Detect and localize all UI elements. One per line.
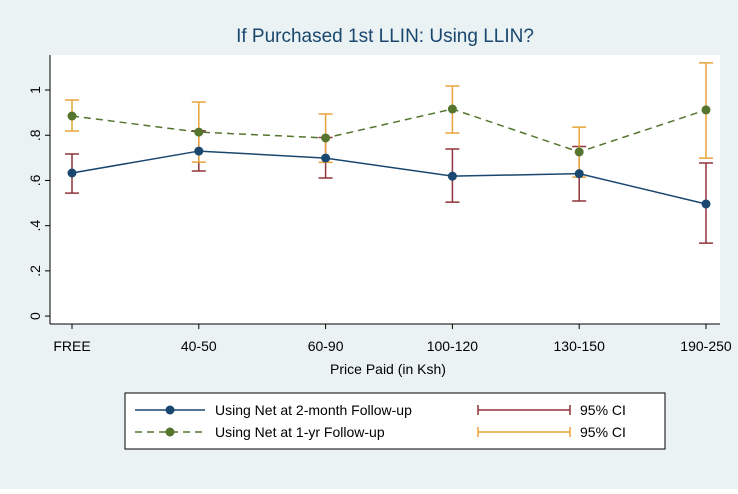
data-point bbox=[447, 104, 457, 114]
data-point bbox=[574, 169, 584, 179]
legend bbox=[124, 392, 666, 450]
legend-label: 95% CI bbox=[580, 424, 626, 440]
data-point bbox=[701, 199, 711, 209]
legend-marker bbox=[165, 405, 175, 415]
series-line bbox=[71, 108, 707, 153]
y-tick-label: 0 bbox=[27, 312, 43, 320]
x-axis-label: Price Paid (in Ksh) bbox=[330, 361, 446, 377]
x-tick-label: 130-150 bbox=[554, 338, 606, 354]
x-tick-label: 100-120 bbox=[427, 338, 479, 354]
data-point bbox=[321, 133, 331, 143]
data-point bbox=[701, 105, 711, 115]
data-point bbox=[574, 147, 584, 157]
x-tick-label: 40-50 bbox=[181, 338, 217, 354]
legend-label: Using Net at 2-month Follow-up bbox=[215, 402, 412, 418]
x-tick-label: FREE bbox=[53, 338, 90, 354]
y-tick-label: .2 bbox=[27, 265, 43, 277]
legend-ci bbox=[477, 427, 571, 437]
data-point bbox=[321, 153, 331, 163]
y-tick-label: 1 bbox=[27, 86, 43, 94]
chart-title: If Purchased 1st LLIN: Using LLIN? bbox=[236, 26, 534, 47]
plot-region bbox=[50, 55, 720, 324]
legend-label: 95% CI bbox=[580, 402, 626, 418]
data-point bbox=[67, 168, 77, 178]
data-point bbox=[447, 171, 457, 181]
data-point bbox=[67, 111, 77, 121]
data-point bbox=[194, 146, 204, 156]
series-line bbox=[71, 150, 707, 205]
y-tick-label: .8 bbox=[27, 129, 43, 141]
y-tick-label: .4 bbox=[27, 220, 43, 232]
data-point bbox=[194, 127, 204, 137]
legend-label: Using Net at 1-yr Follow-up bbox=[215, 424, 385, 440]
x-tick-label: 190-250 bbox=[680, 338, 732, 354]
y-tick-label: .6 bbox=[27, 174, 43, 186]
legend-ci bbox=[477, 405, 571, 415]
x-tick-label: 60-90 bbox=[308, 338, 344, 354]
legend-marker bbox=[165, 427, 175, 437]
